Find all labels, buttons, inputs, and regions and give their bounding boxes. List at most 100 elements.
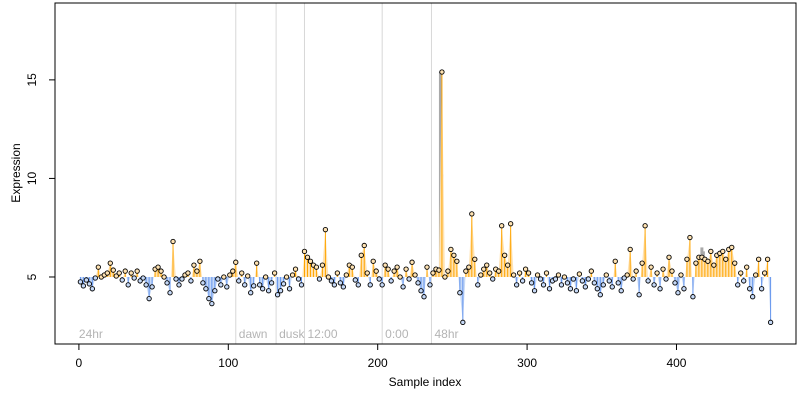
deviation-fill: [725, 249, 729, 277]
data-point: [116, 270, 122, 276]
data-point: [505, 262, 511, 268]
data-point: [690, 294, 696, 300]
plot-frame: [54, 2, 797, 345]
data-point: [764, 256, 771, 262]
data-point: [203, 286, 209, 292]
data-point: [170, 238, 176, 245]
data-point: [609, 284, 615, 290]
data-point: [80, 283, 87, 289]
data-point: [361, 242, 367, 249]
deviation-fill: [761, 276, 764, 289]
data-point: [358, 252, 364, 258]
deviation-fill: [648, 267, 652, 277]
deviation-fill: [698, 257, 702, 277]
deviation-fill: [633, 271, 637, 277]
y-tick-label: 10: [25, 171, 39, 185]
data-point: [496, 268, 502, 274]
data-point: [436, 267, 442, 273]
data-point: [672, 280, 678, 286]
data-point: [666, 254, 672, 260]
deviation-fill: [627, 249, 631, 277]
phase-gridlines: [235, 3, 432, 344]
data-point: [427, 282, 433, 288]
data-point: [343, 272, 349, 278]
data-point: [705, 258, 711, 264]
data-point: [490, 276, 496, 282]
gray-bar-group: [438, 71, 705, 277]
data-point: [277, 288, 284, 294]
deviation-fill: [547, 276, 550, 289]
data-point: [307, 258, 314, 264]
data-point: [107, 260, 113, 266]
data-point: [475, 282, 481, 288]
data-point: [268, 280, 275, 286]
deviation-fill: [286, 276, 290, 289]
data-point: [576, 271, 583, 277]
data-point: [289, 272, 296, 278]
deviation-fill: [630, 249, 633, 277]
data-point: [143, 282, 149, 288]
data-point: [254, 260, 260, 266]
data-point: [753, 272, 759, 278]
data-point: [77, 279, 84, 285]
data-point: [134, 268, 140, 274]
data-point: [295, 276, 302, 282]
deviation-fill: [615, 261, 618, 277]
deviation-fill: [95, 267, 99, 277]
data-point: [561, 274, 568, 280]
data-point: [460, 319, 466, 325]
phase-label: 24hr: [79, 327, 103, 341]
deviation-fill: [719, 251, 723, 277]
data-point: [334, 270, 341, 276]
data-point: [188, 278, 194, 284]
data-point: [364, 270, 370, 276]
data-point: [179, 276, 185, 282]
deviation-fill: [657, 276, 661, 289]
data-point: [708, 248, 714, 255]
data-point: [218, 282, 224, 288]
data-point: [418, 288, 424, 294]
data-point: [508, 221, 514, 227]
data-point: [221, 274, 227, 280]
data-point: [472, 256, 478, 262]
deviation-fill-group: [80, 71, 771, 323]
data-point: [403, 266, 409, 272]
data-point: [394, 264, 400, 270]
data-point: [227, 272, 233, 278]
data-point: [642, 223, 648, 229]
data-point: [567, 286, 574, 292]
data-point: [224, 284, 230, 290]
data-point: [230, 268, 236, 274]
data-point: [600, 282, 606, 288]
deviation-fill: [247, 276, 251, 293]
data-point: [382, 262, 388, 268]
data-point: [711, 262, 717, 268]
data-point: [597, 292, 603, 298]
data-point: [200, 280, 206, 286]
data-point: [298, 282, 305, 288]
data-point: [654, 270, 660, 276]
data-point: [519, 278, 526, 284]
data-point: [639, 260, 645, 266]
deviation-fill: [302, 251, 305, 277]
data-point: [352, 277, 358, 283]
data-point: [645, 278, 651, 284]
deviation-fill: [265, 276, 269, 291]
data-point: [657, 286, 663, 292]
deviation-fill: [663, 269, 666, 277]
deviation-fill: [707, 251, 711, 277]
deviation-fill: [666, 257, 670, 277]
data-point: [409, 259, 415, 265]
data-point: [176, 282, 182, 288]
data-point: [212, 288, 218, 294]
data-point: [564, 280, 571, 286]
data-point: [651, 282, 657, 288]
data-point: [149, 284, 155, 290]
deviation-fill: [415, 276, 419, 283]
data-point: [469, 211, 475, 217]
deviation-fill: [752, 276, 756, 297]
data-point: [738, 270, 744, 276]
deviation-fill: [681, 276, 684, 289]
deviation-fill: [199, 261, 203, 277]
deviation-fill: [728, 247, 732, 277]
